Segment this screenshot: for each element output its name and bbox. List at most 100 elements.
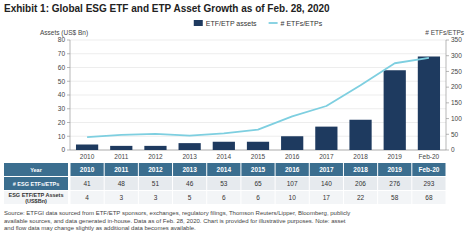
chart: Exhibit 1: Global ESG ETF and ETP Asset … [0,0,474,237]
table-cell-text: 2011 [114,166,128,173]
title: Exhibit 1: Global ESG ETF and ETP Asset … [4,3,330,14]
table-cell-text: 276 [389,180,400,187]
table-cell-text: 41 [83,180,91,187]
table-cell [412,163,445,176]
table-cell [71,191,104,204]
x-tick-label: 2015 [251,153,266,160]
table-cell [310,177,343,190]
table-cell [241,163,274,176]
table-cell [310,163,343,176]
y-tick [67,81,70,82]
bar [349,120,371,150]
table-cell-text: 2014 [217,166,232,173]
bar [384,70,406,150]
table-cell [412,191,445,204]
table-cell [378,191,411,204]
y-tick-label: 60 [58,64,66,71]
bar [110,146,132,150]
table-cell [105,191,138,204]
table-cell-text: 107 [287,180,298,187]
bar [418,57,440,151]
table-row-label: Year [30,167,42,173]
y2-tick [446,87,449,88]
y-tick-label: 50 [58,78,66,85]
table-cell-text: 2010 [80,166,95,173]
y2-tick-label: 50 [451,131,459,138]
table-cell-text: 53 [220,180,228,187]
table-row-label-line: Year [30,167,42,173]
table-cell-text: 2012 [148,166,163,173]
y2-tick-label: 300 [451,52,462,59]
table-cell [207,177,240,190]
table-cell-text: 2013 [182,166,197,173]
bar [281,136,303,150]
table-cell-text: 68 [425,194,433,201]
table-cell-text: 22 [357,194,365,201]
table-cell-text: 5 [188,194,192,201]
table-cell-text: 2015 [251,166,266,173]
source: Source: ETFGI data sourced from ETF/ETP … [4,210,350,231]
table-cell [344,191,377,204]
table-label-cell [4,177,68,190]
y-tick [67,67,70,68]
y-tick-label: 80 [58,36,66,43]
table-cell-text: 293 [423,180,434,187]
x-tick-label: 2017 [319,153,334,160]
y-tick [67,122,70,123]
table: Year201020112012201320142015201620172018… [4,163,446,204]
x-tick-label: Feb-20 [419,153,440,160]
table-cell [344,177,377,190]
y-axis-line [70,40,71,150]
source-line: Source: ETFGI data sourced from ETF/ETP … [4,210,350,216]
table-cell-text: 3 [119,194,123,201]
grid-line [70,40,446,41]
x-tick-label: 2013 [182,153,197,160]
table-cell-text: 4 [85,194,89,201]
table-row-label: ESG ETF/ETP Assets(US$Bn) [8,192,63,204]
table-cell [207,163,240,176]
table-row-label: # ESG ETFs/ETPs [13,181,59,187]
table-cell-text: 10 [289,194,297,201]
bar [247,142,269,150]
table-label-cell [4,163,68,176]
table-cell-text: 2017 [319,166,334,173]
bar [213,142,235,150]
table-cell-text: 206 [355,180,366,187]
legend-swatch [269,22,278,24]
table-cell-text: 46 [186,180,194,187]
y2-tick [446,55,449,56]
y2-tick-label: 350 [451,36,462,43]
source-line: available sources, and data generated in… [4,218,346,224]
table-cell [173,177,206,190]
table-cell [378,177,411,190]
x-tick-label: 2016 [285,153,300,160]
table-cell [276,177,309,190]
legend-label: # ETFs/ETPs [281,20,323,27]
y-tick [67,136,70,137]
grid-line [70,53,446,54]
y2-tick [446,40,449,41]
table-cell-text: 2019 [387,166,402,173]
x-tick-label: 2012 [148,153,163,160]
table-cell-text: 6 [256,194,260,201]
plot-area [76,57,440,151]
y2-tick-label: 250 [451,68,462,75]
table-cell [139,177,172,190]
x-tick-label: 2014 [217,153,232,160]
line [87,58,429,137]
table-cell-text: 48 [118,180,126,187]
table-cell [276,163,309,176]
table-cell [310,191,343,204]
table-cell-text: 51 [152,180,160,187]
y2-tick-label: 200 [451,83,462,90]
y2-tick [446,102,449,103]
legend-label: ETF/ETP assets [206,20,257,27]
bar [315,127,337,150]
table-cell-text: 3 [154,194,158,201]
y2-axis: 050100150200250300350 [446,36,462,153]
table-cell-text: 17 [323,194,331,201]
table-cell [378,163,411,176]
y2-tick-label: 0 [451,146,455,153]
table-cell [71,177,104,190]
table-cell [139,163,172,176]
